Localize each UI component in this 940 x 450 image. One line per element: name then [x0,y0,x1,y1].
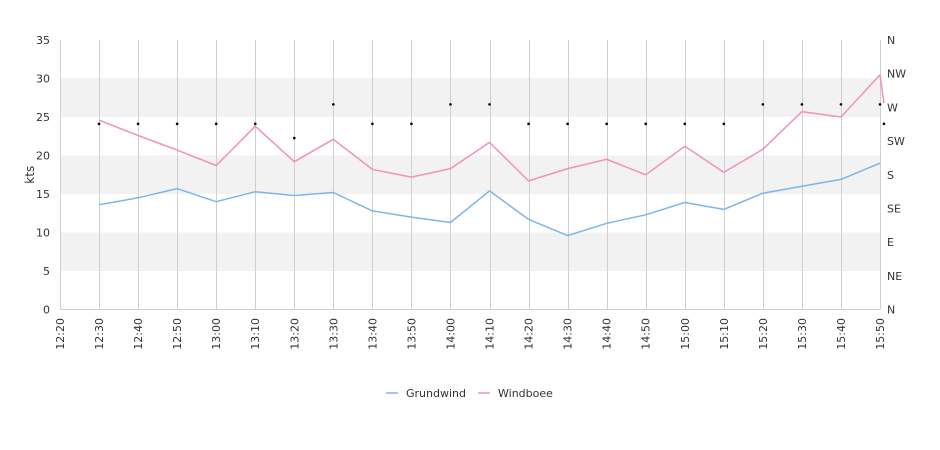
direction-tick-label: NW [887,68,906,81]
direction-marker [644,122,648,126]
y-tick-label: 0 [43,304,50,317]
direction-marker [761,103,765,106]
plot-bands [60,78,880,271]
direction-marker [97,122,101,126]
y-tick-label: 30 [36,73,50,86]
y-tick-label: 25 [36,111,50,124]
x-axis-ticks: 12:20 12:30 12:40 12:50 13:00 13:10 13:20 13:30… [54,318,887,350]
x-tick-label: 15:30 [796,318,809,350]
direction-axis-ticks: N NE E SE S SW W NW N [887,34,906,317]
series-line-grundwind [98,162,881,237]
plot-band [60,155,880,194]
direction-tick-label: SW [887,135,905,148]
y-axis-label: kts [23,166,37,184]
x-tick-label: 13:10 [249,318,262,350]
direction-marker [253,122,257,126]
x-tick-label: 14:10 [484,318,497,350]
x-tick-label: 14:40 [601,318,614,350]
x-tick-label: 15:50 [874,318,887,350]
x-tick-label: 13:30 [327,318,340,350]
direction-marker [371,122,374,126]
x-tick-label: 14:00 [444,318,457,350]
y-tick-label: 5 [43,265,50,278]
direction-tick-label: N [887,34,895,47]
direction-tick-label: W [887,101,898,114]
direction-tick-label: E [887,236,894,249]
direction-marker [722,122,726,126]
direction-marker [878,103,882,106]
x-tick-label: 13:00 [210,318,223,350]
plot-band [60,78,880,117]
x-tick-label: 13:20 [288,318,301,350]
direction-marker [136,122,140,126]
direction-tick-label: NE [887,270,902,283]
direction-markers [97,103,886,140]
direction-marker [527,122,530,126]
x-tick-label: 12:50 [171,318,184,350]
direction-tick-label: S [887,169,894,182]
direction-marker [214,122,218,126]
x-tick-label: 14:50 [640,318,653,350]
direction-tick-label: N [887,304,895,317]
y-axis-ticks: 0 5 10 15 20 25 30 35 [36,34,50,317]
x-tick-label: 12:40 [132,318,145,350]
x-tick-label: 15:10 [718,318,731,350]
plot-band [60,232,880,271]
legend-label: Grundwind [406,387,466,400]
x-tick-label: 14:30 [562,318,575,350]
x-tick-label: 14:20 [523,318,536,350]
direction-marker [882,122,886,126]
series-lines [98,73,885,237]
direction-marker [175,122,179,126]
direction-marker [488,103,491,106]
legend: Grundwind Windboee [386,387,553,400]
direction-marker [292,136,296,140]
y-tick-label: 15 [36,188,50,201]
direction-marker [683,122,687,126]
direction-marker [332,103,335,106]
series-line-windboee [98,73,885,182]
y-tick-label: 10 [36,227,50,240]
x-tick-label: 13:40 [366,318,379,350]
x-tick-label: 12:30 [93,318,106,350]
legend-label: Windboee [498,387,553,400]
direction-marker [449,103,452,106]
direction-marker [800,103,804,106]
x-tick-label: 15:20 [757,318,770,350]
vertical-gridlines [60,40,881,310]
x-tick-label: 15:40 [835,318,848,350]
y-tick-label: 20 [36,150,50,163]
x-tick-label: 12:20 [54,318,67,350]
direction-marker [410,122,413,126]
direction-marker [566,122,569,126]
y-tick-label: 35 [36,34,50,47]
direction-marker [605,122,608,126]
direction-tick-label: SE [887,202,901,215]
direction-marker [839,103,843,106]
x-tick-label: 13:50 [405,318,418,350]
x-tick-label: 15:00 [679,318,692,350]
